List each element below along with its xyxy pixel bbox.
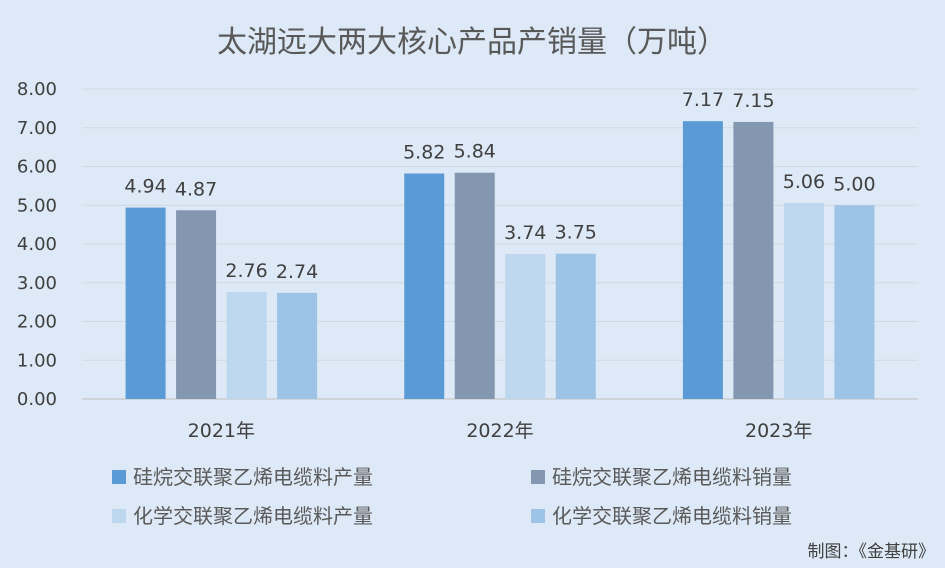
data-label: 4.94	[124, 176, 166, 198]
data-labels: 4.94 4.87 2.76 2.74 5.82 5.84 3.74 3.75 7.17 7.15…	[124, 89, 875, 283]
data-label: 5.84	[454, 141, 496, 163]
legend-swatch	[112, 470, 126, 484]
y-tick-label: 4.00	[17, 234, 57, 255]
y-axis: 0.00 1.00 2.00 3.00 4.00 5.00 6.00 7.00 8.00	[17, 79, 57, 410]
bar	[733, 121, 774, 399]
gridlines	[82, 88, 918, 400]
legend-swatch	[531, 509, 545, 523]
bar	[176, 210, 217, 399]
data-label: 4.87	[175, 178, 217, 200]
y-tick-label: 0.00	[17, 389, 57, 410]
data-label: 7.17	[682, 89, 724, 111]
legend-swatch	[531, 470, 545, 484]
bar	[454, 172, 495, 399]
y-tick-label: 7.00	[17, 118, 57, 139]
data-label: 2.76	[225, 260, 267, 282]
y-tick-label: 8.00	[17, 79, 57, 100]
bar	[682, 121, 723, 399]
bar	[555, 253, 596, 399]
bars	[125, 121, 875, 399]
y-tick-label: 3.00	[17, 273, 57, 294]
bar	[125, 207, 166, 399]
x-axis: 2021年 2022年 2023年	[188, 420, 813, 442]
data-label: 2.74	[276, 261, 318, 283]
y-tick-label: 2.00	[17, 312, 57, 333]
data-label: 7.15	[732, 90, 774, 112]
y-tick-label: 6.00	[17, 157, 57, 178]
bar	[505, 254, 546, 399]
data-label: 5.82	[403, 141, 445, 163]
legend-label: 硅烷交联聚乙烯电缆料销量	[552, 465, 792, 489]
bar	[226, 292, 267, 399]
y-tick-label: 5.00	[17, 195, 57, 216]
data-label: 3.74	[504, 222, 546, 244]
data-label: 5.00	[833, 173, 875, 195]
bar	[783, 202, 824, 399]
legend-swatch	[112, 509, 126, 523]
data-label: 5.06	[783, 171, 825, 193]
source-note: 制图：《金基研》	[808, 542, 936, 562]
bar	[404, 173, 445, 399]
y-tick-label: 1.00	[17, 350, 57, 371]
chart-title: 太湖远大两大核心产品产销量（万吨）	[217, 25, 727, 60]
legend-label: 化学交联聚乙烯电缆料产量	[133, 504, 373, 528]
bar	[834, 205, 875, 399]
legend-label: 化学交联聚乙烯电缆料销量	[552, 504, 792, 528]
x-tick-label: 2021年	[188, 420, 255, 442]
x-tick-label: 2023年	[745, 420, 812, 442]
bar	[277, 292, 318, 399]
data-label: 3.75	[555, 222, 597, 244]
legend-label: 硅烷交联聚乙烯电缆料产量	[133, 465, 373, 489]
x-tick-label: 2022年	[466, 420, 533, 442]
